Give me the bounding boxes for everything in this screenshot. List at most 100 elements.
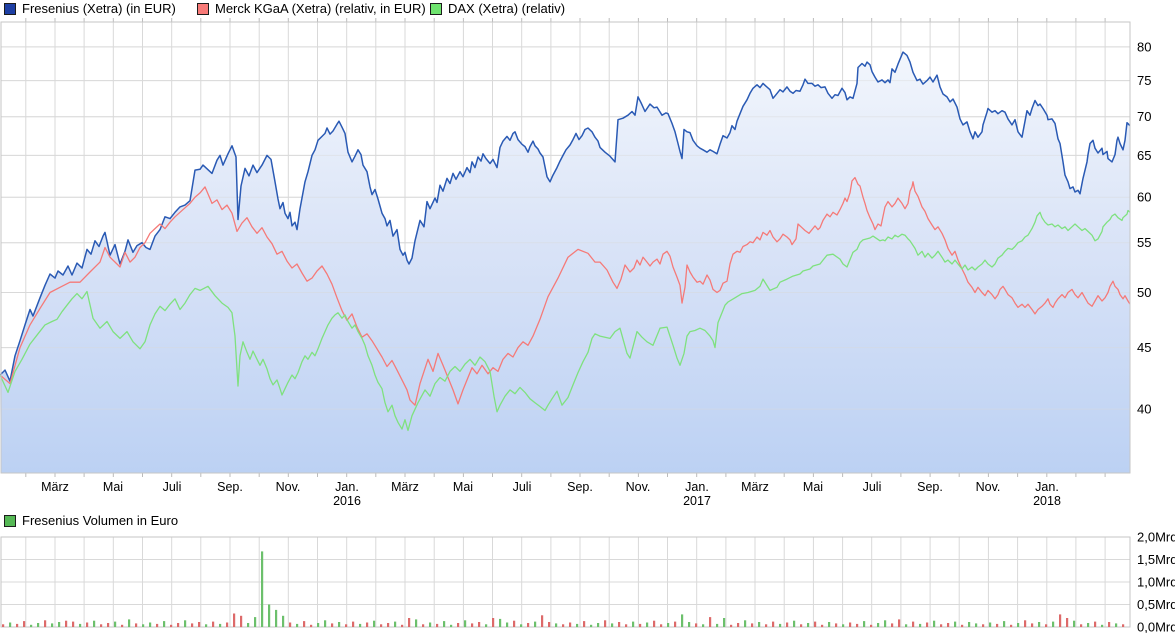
x-axis-label: Mai: [103, 480, 123, 494]
volume-bar: [44, 620, 47, 628]
volume-bar: [366, 622, 369, 627]
volume-bar: [184, 620, 187, 628]
volume-bar: [709, 617, 712, 627]
volume-bar: [128, 619, 131, 628]
volume-bar: [380, 624, 383, 627]
price-axis-label: 70: [1137, 109, 1151, 124]
volume-bar: [247, 623, 250, 627]
volume-bar: [716, 623, 719, 628]
volume-bar: [310, 624, 313, 628]
volume-bar: [436, 623, 439, 628]
volume-bar: [338, 622, 341, 627]
volume-bar: [555, 623, 558, 627]
volume-bar: [961, 624, 964, 628]
volume-bar: [170, 624, 173, 628]
volume-bar: [198, 622, 201, 627]
fresenius-legend-label: Fresenius (Xetra) (in EUR): [22, 1, 176, 16]
volume-axis-label: 0,0Mrd: [1137, 620, 1175, 633]
volume-bar: [779, 623, 782, 628]
volume-bar: [842, 624, 845, 627]
price-axis-label: 55: [1137, 235, 1151, 250]
legend-item-fresenius[interactable]: Fresenius (Xetra) (in EUR): [4, 2, 176, 16]
volume-bar: [688, 622, 691, 627]
volume-bar: [520, 624, 523, 627]
x-axis-label: Juli: [513, 480, 532, 494]
price-axis-label: 40: [1137, 402, 1151, 417]
volume-bar: [16, 623, 19, 628]
volume-bar: [828, 622, 831, 627]
price-axis-label: 80: [1137, 39, 1151, 54]
volume-bar: [1087, 623, 1090, 627]
volume-bar: [296, 623, 299, 628]
volume-bar: [912, 621, 915, 627]
x-axis-label: Sep.: [917, 480, 943, 494]
volume-bar: [982, 624, 985, 627]
volume-bar: [317, 623, 320, 627]
legend-item-volume[interactable]: Fresenius Volumen in Euro: [4, 514, 178, 528]
legend-item-dax[interactable]: DAX (Xetra) (relativ): [430, 2, 565, 16]
volume-bar: [625, 624, 628, 627]
x-axis-year-label: 2016: [333, 494, 361, 508]
volume-axis-label: 1,0Mrd: [1137, 575, 1175, 590]
volume-bar: [730, 624, 733, 628]
x-axis-label: Sep.: [567, 480, 593, 494]
x-axis-year-label: 2017: [683, 494, 711, 508]
volume-bar: [219, 623, 222, 628]
fresenius-line: [0, 51, 1131, 382]
volume-bar: [1122, 624, 1125, 627]
volume-bar: [933, 620, 936, 627]
volume-bar: [261, 551, 264, 627]
x-axis-label: Jan.: [685, 480, 709, 494]
volume-bar: [93, 620, 96, 627]
volume-bar: [471, 623, 474, 627]
volume-bar: [548, 622, 551, 627]
volume-legend-label: Fresenius Volumen in Euro: [22, 513, 179, 528]
volume-bar: [975, 623, 978, 627]
volume-bar: [450, 624, 453, 628]
volume-bar: [905, 624, 908, 627]
volume-bar: [485, 624, 488, 627]
volume-bar: [107, 623, 110, 627]
volume-bar: [2, 624, 5, 627]
volume-bar: [492, 618, 495, 627]
volume-bar: [415, 619, 418, 628]
volume-bar: [527, 623, 530, 627]
volume-bar: [58, 622, 61, 627]
volume-bar: [422, 624, 425, 627]
volume-bar: [282, 615, 285, 628]
volume-bar: [86, 622, 89, 627]
volume-bar: [345, 624, 348, 627]
legend-item-merck[interactable]: Merck KGaA (Xetra) (relativ, in EUR): [197, 2, 426, 16]
x-axis-label: März: [41, 480, 69, 494]
volume-bar: [737, 623, 740, 627]
x-axis-year-label: 2018: [1033, 494, 1061, 508]
volume-bar: [149, 622, 152, 627]
volume-bar: [233, 613, 236, 627]
volume-bar: [562, 624, 565, 627]
volume-bar: [541, 615, 544, 627]
volume-bar: [1094, 621, 1097, 627]
volume-bar: [135, 623, 138, 627]
volume-bar: [1010, 624, 1013, 628]
volume-bar: [429, 622, 432, 627]
volume-bar: [1108, 622, 1111, 627]
volume-bar: [723, 618, 726, 627]
price-axis-label: 65: [1137, 148, 1151, 163]
volume-axis-label: 2,0Mrd: [1137, 530, 1175, 545]
volume-bar: [1017, 623, 1020, 627]
merck-line: [0, 176, 1131, 406]
price-axis-label: 60: [1137, 190, 1151, 205]
price-axis-label: 50: [1137, 285, 1151, 300]
dax-legend-label: DAX (Xetra) (relativ): [448, 1, 566, 16]
volume-bar: [835, 623, 838, 627]
x-axis-label: Nov.: [626, 480, 651, 494]
volume-bar: [1024, 620, 1027, 628]
volume-bar: [114, 621, 117, 627]
volume-bar: [814, 621, 817, 627]
volume-bar: [513, 620, 516, 627]
volume-bar: [765, 624, 768, 627]
volume-bar: [590, 624, 593, 628]
volume-bar: [597, 623, 600, 627]
